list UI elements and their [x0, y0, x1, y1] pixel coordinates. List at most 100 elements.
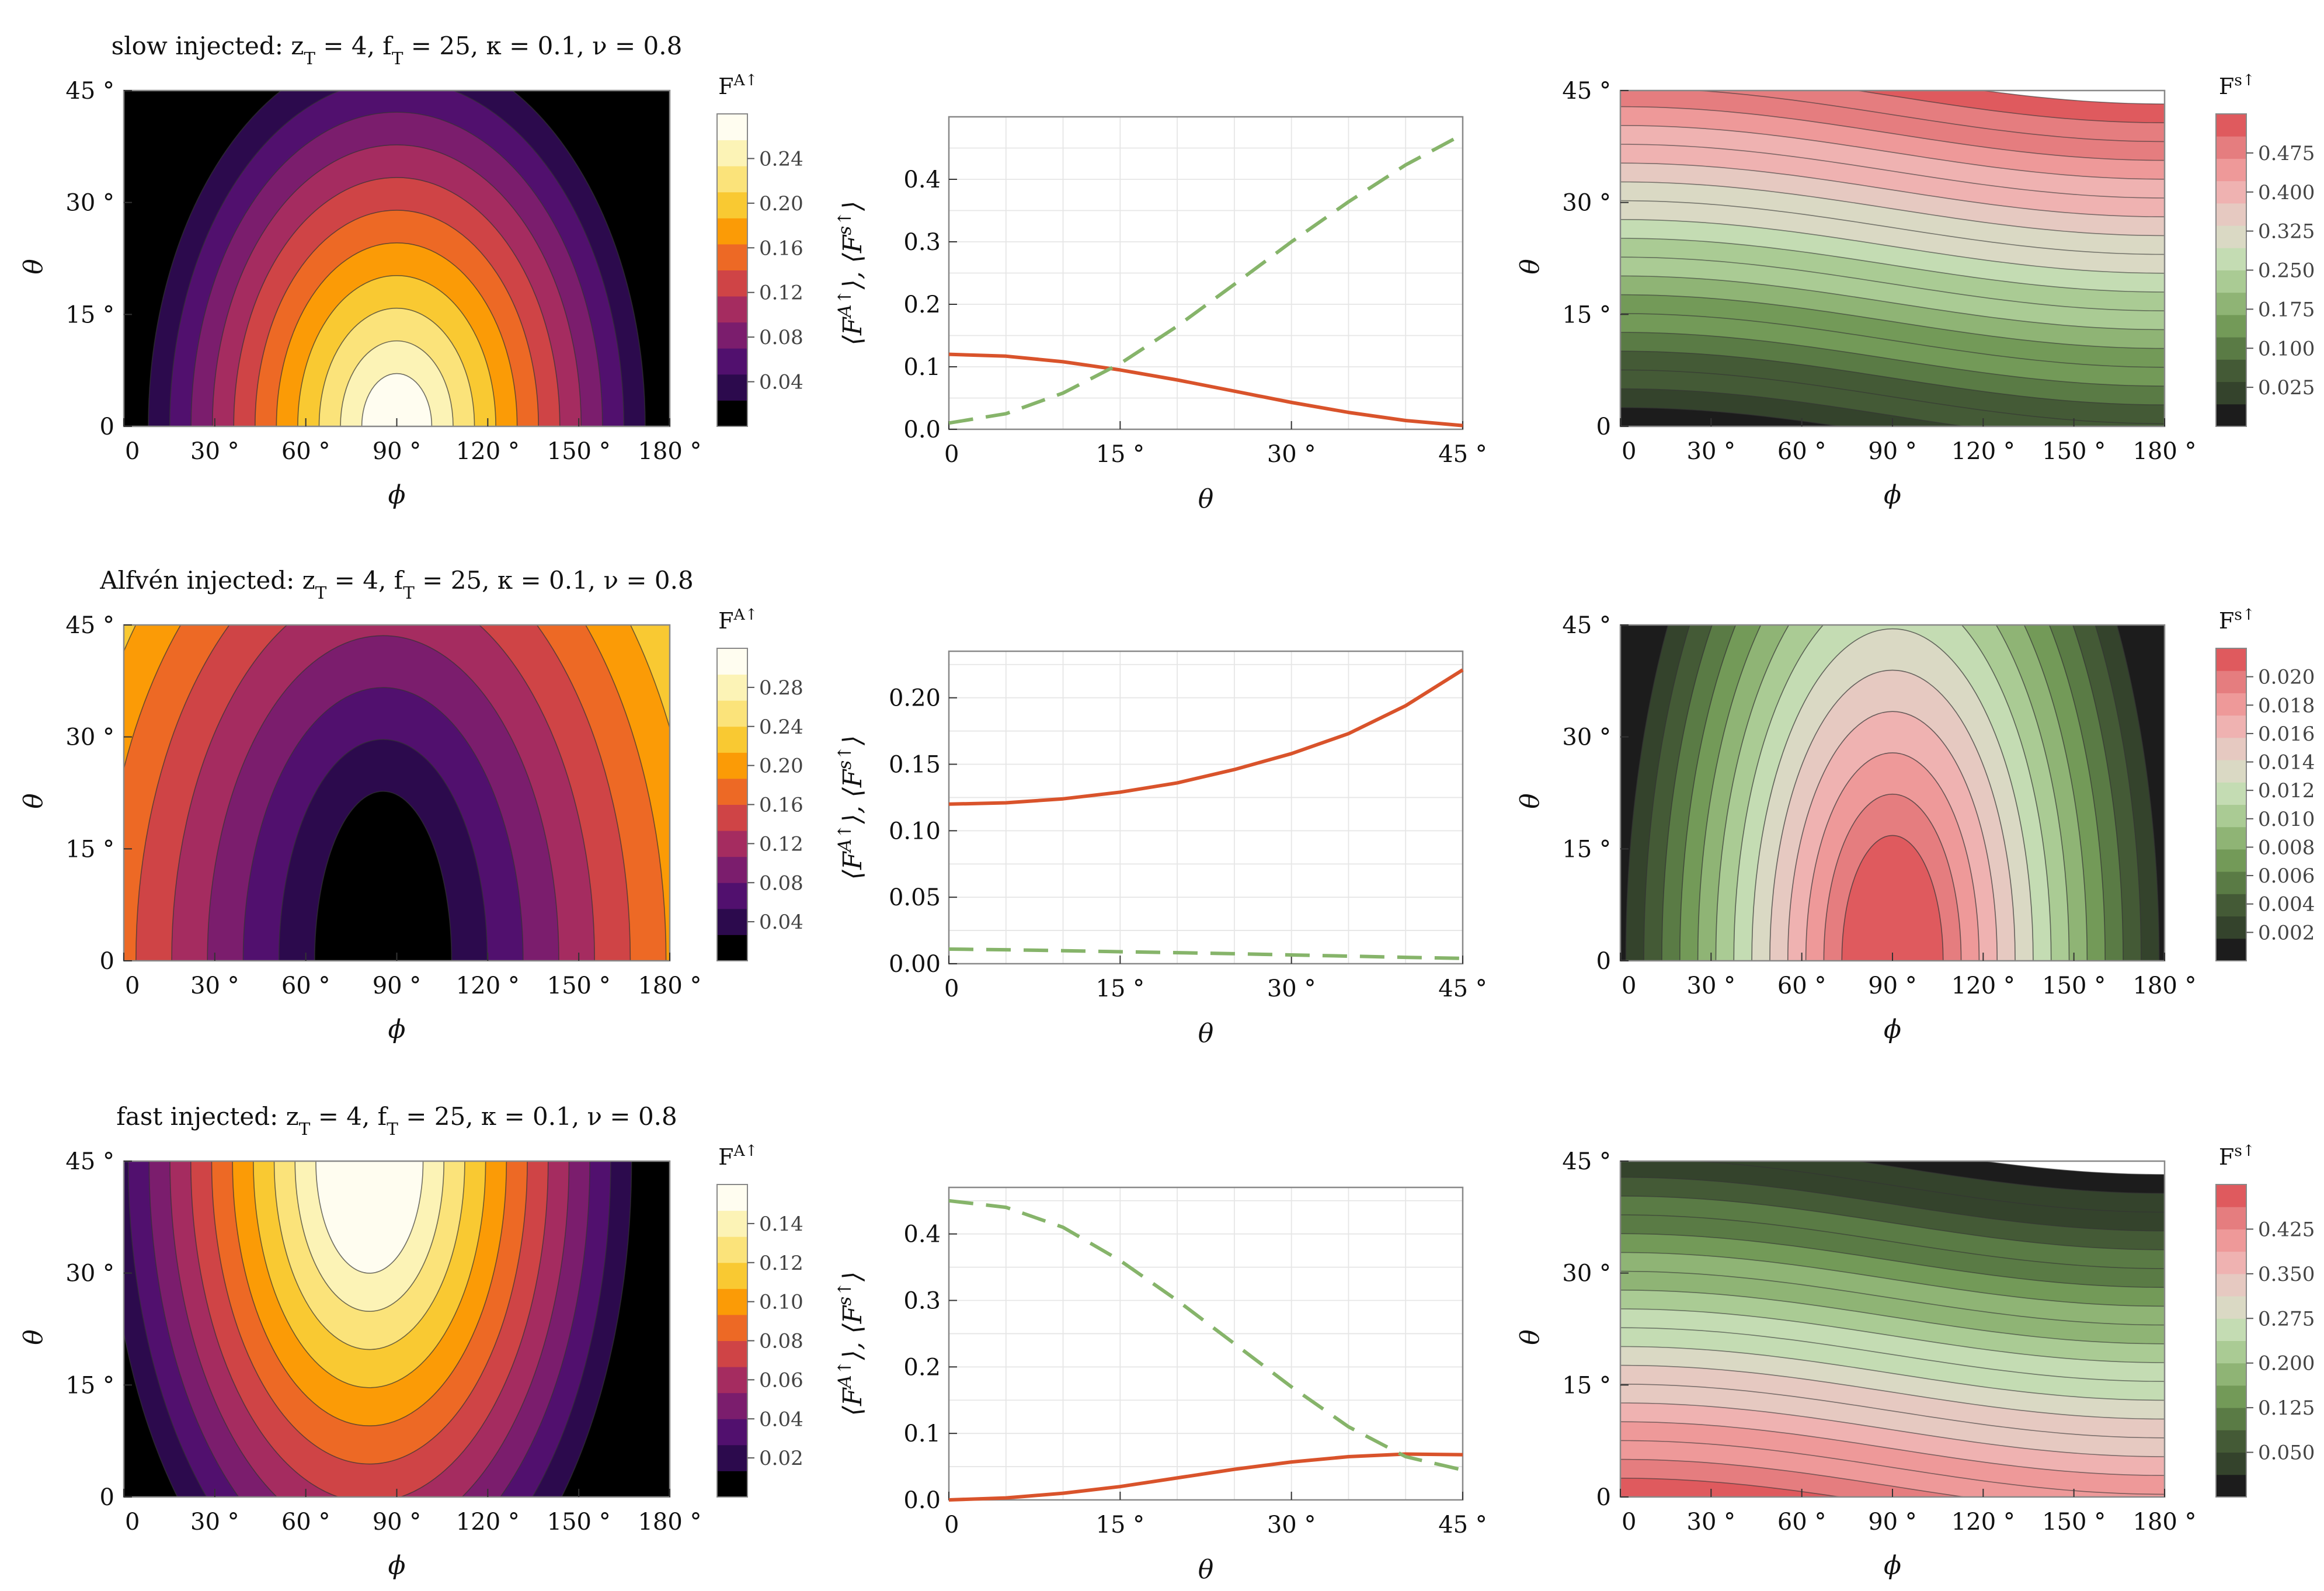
contour-line: [1620, 200, 2165, 255]
colorbar-segment: [717, 883, 747, 909]
colorbar-tick-label: 0.12: [759, 1252, 803, 1275]
y-tick-label: 0.4: [903, 1221, 941, 1248]
x-tick-label: 0: [944, 1512, 959, 1538]
colorbar-segment: [717, 1236, 747, 1263]
colorbar-segment: [717, 140, 747, 166]
colorbar-segment: [717, 114, 747, 141]
contour-line: [1620, 1290, 2165, 1345]
x-tick-label: 90 °: [373, 972, 422, 999]
x-tick-label: 180 °: [2132, 1509, 2196, 1536]
colorbar-tick-label: 0.12: [759, 832, 803, 856]
y-tick-label: 0.10: [889, 818, 941, 845]
y-tick-label: 0.0: [903, 1487, 941, 1514]
colorbar-segment: [2216, 1430, 2246, 1453]
y-tick-label: 0.1: [903, 1420, 941, 1447]
colorbar-tick-label: 0.04: [759, 1408, 803, 1431]
colorbar-frame: [716, 113, 748, 427]
x-tick-label: 30 °: [190, 972, 239, 999]
x-tick-label: 150 °: [2042, 972, 2106, 999]
y-tick-label: 0: [100, 1484, 114, 1511]
x-tick-label: 45 °: [1438, 975, 1487, 1002]
y-tick-label: 30 °: [65, 190, 114, 217]
colorbar-segment: [717, 1471, 747, 1498]
x-tick-label: 150 °: [547, 438, 611, 465]
x-axis-label: ϕ: [388, 1015, 406, 1044]
contour-line: [1620, 125, 2165, 180]
colorbar-segment: [2216, 404, 2246, 427]
x-axis-label: θ: [1198, 1555, 1214, 1585]
y-axis-label: ⟨FA↑⟩, ⟨Fs↑⟩: [834, 1272, 868, 1416]
colorbar-tick-label: 0.250: [2258, 259, 2315, 283]
colorbar-tick-label: 0.08: [759, 1330, 803, 1353]
x-tick-label: 120 °: [1951, 1509, 2015, 1536]
slow-contour-panel: 0 30 ° 60 ° 90 ° 120 ° 150 ° 180 ° 0 15 ° 30 ° 45 …: [1515, 71, 2315, 510]
colorbar-segment: [717, 1210, 747, 1237]
colorbar-segment: [2216, 314, 2246, 338]
contour-line: [1620, 144, 2165, 199]
colorbar-tick-label: 0.020: [2258, 666, 2315, 689]
slow-contour-panel: 0 30 ° 60 ° 90 ° 120 ° 150 ° 180 ° 0 15 ° 30 ° 45 …: [1515, 606, 2315, 1045]
contour-fill: [1620, 1161, 2165, 1497]
colorbar-tick-label: 0.012: [2258, 779, 2315, 803]
x-tick-label: 0: [944, 975, 959, 1002]
x-tick-label: 15 °: [1096, 975, 1145, 1002]
x-tick-label: 120 °: [456, 972, 520, 999]
x-tick-label: 90 °: [1868, 438, 1917, 465]
x-tick-label: 30 °: [1267, 1512, 1316, 1538]
y-tick-label: 45 °: [1562, 1148, 1611, 1175]
colorbar-segment: [717, 674, 747, 701]
colorbar-tick-label: 0.02: [759, 1447, 803, 1470]
y-tick-label: 15 °: [65, 1372, 114, 1399]
colorbar-segment: [2216, 938, 2246, 961]
contour-fill: [1620, 91, 2165, 426]
colorbar-segment: [717, 400, 747, 427]
contour-line: [1620, 106, 2165, 161]
row-2: Alfvén injected: zT = 4, fT = 25, κ = 0.…: [19, 566, 2315, 1048]
x-tick-label: 0: [1622, 1509, 1636, 1536]
colorbar-segment: [2216, 225, 2246, 248]
contour-line: [1620, 1458, 1967, 1497]
colorbar-tick-label: 0.100: [2258, 337, 2315, 360]
colorbar-tick-label: 0.16: [759, 794, 803, 817]
x-tick-label: 120 °: [456, 1509, 520, 1536]
colorbar-segment: [717, 726, 747, 753]
x-tick-label: 150 °: [2042, 1509, 2106, 1536]
colorbar-segment: [2216, 337, 2246, 360]
contour-line: [1979, 91, 2165, 105]
colorbar-tick-label: 0.16: [759, 237, 803, 260]
y-tick-label: 0: [1596, 1484, 1611, 1511]
colorbar-tick-label: 0.325: [2258, 220, 2315, 244]
colorbar-segment: [717, 166, 747, 193]
alfven-contour-panel: 0 30 ° 60 ° 90 ° 120 ° 150 ° 180 ° 0 15 ° 30 ° 45 …: [19, 606, 803, 1045]
colorbar-title: Fs↑: [2219, 1142, 2255, 1170]
y-tick-label: 15 °: [1562, 301, 1611, 328]
contour-line: [1620, 294, 2165, 349]
y-tick-label: 45 °: [65, 78, 114, 105]
contour-line: [1620, 181, 2165, 237]
y-tick-label: 0.3: [903, 229, 941, 256]
contour-line: [1620, 1364, 2165, 1420]
colorbar-segment: [717, 648, 747, 675]
colorbar-tick-label: 0.08: [759, 871, 803, 895]
y-tick-label: 45 °: [1562, 78, 1611, 105]
x-axis-label: θ: [1198, 1019, 1214, 1048]
colorbar-tick-label: 0.016: [2258, 722, 2315, 746]
contour-line: [1620, 1196, 2165, 1250]
x-tick-label: 45 °: [1438, 441, 1487, 468]
colorbar-segment: [2216, 1296, 2246, 1319]
contour-line: [1620, 238, 2165, 293]
y-axis-label: θ: [1515, 1329, 1545, 1345]
row-3: fast injected: zT = 4, fT = 25, κ = 0.1,…: [19, 1102, 2315, 1585]
row-title: fast injected: zT = 4, fT = 25, κ = 0.1,…: [116, 1102, 677, 1139]
y-tick-label: 30 °: [65, 1260, 114, 1287]
average-flux-panel: 0 15 ° 30 ° 45 ° 0.0 0.1 0.2 0.3 0.4 θ ⟨FA↑⟩, ⟨Fs↑…: [834, 1186, 1487, 1585]
y-tick-label: 0.0: [903, 416, 941, 443]
x-tick-label: 45 °: [1438, 1512, 1487, 1538]
x-tick-label: 120 °: [1951, 972, 2015, 999]
colorbar-segment: [2216, 894, 2246, 917]
y-tick-label: 0.2: [903, 291, 941, 318]
colorbar-segment: [717, 831, 747, 857]
colorbar-segment: [2216, 1452, 2246, 1475]
colorbar-title: FA↑: [718, 606, 758, 634]
